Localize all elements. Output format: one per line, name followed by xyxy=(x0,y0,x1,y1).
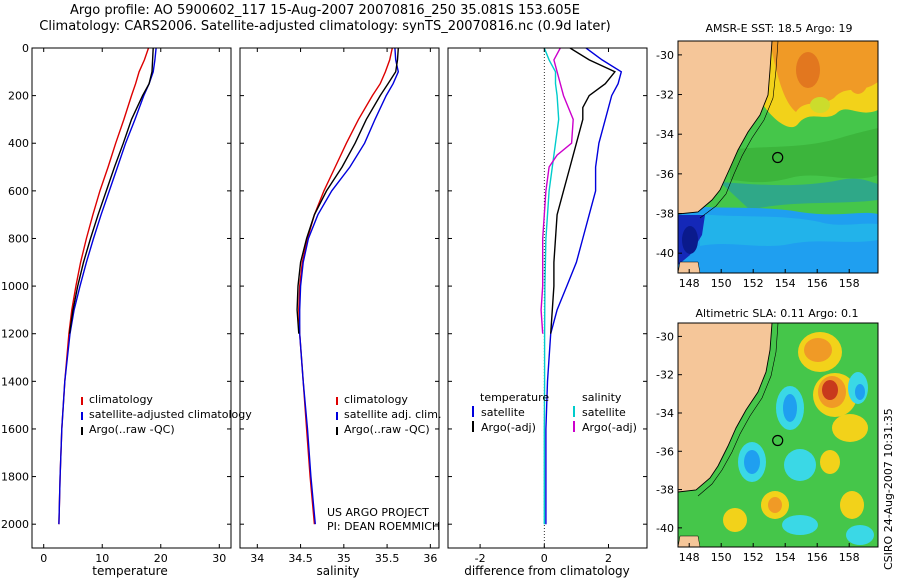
legend-argo: Argo(..raw -QC) xyxy=(344,423,430,436)
legend-sal-argo: Argo(-adj) xyxy=(582,421,637,434)
y-tick-label: 800 xyxy=(8,232,29,245)
map-lon-label: 156 xyxy=(807,551,828,564)
x-tick-label: 0 xyxy=(40,552,47,565)
temperature-axis-label: temperature xyxy=(92,564,167,578)
map-lon-label: 154 xyxy=(775,277,796,290)
csiro-timestamp: CSIRO 24-Aug-2007 10:31:35 xyxy=(882,408,895,570)
temperature-legend: climatology satellite-adjusted climatolo… xyxy=(81,393,252,436)
salinity-series-argo-raw-qc- xyxy=(296,48,399,334)
salinity-panel: 34 34.5 35 35.5 36 salinity climatology sate… xyxy=(239,47,441,578)
difference-series-salinity-argo-adj- xyxy=(540,48,574,334)
map-lat-label: -30 xyxy=(656,49,674,62)
figure-title-line-2: Climatology: CARS2006. Satellite-adjuste… xyxy=(39,19,611,34)
map-lon-label: 154 xyxy=(775,551,796,564)
difference-series-temperature-argo-adj- xyxy=(550,48,617,334)
x-tick-label: 20 xyxy=(154,552,168,565)
difference-series-temperature-satellite xyxy=(545,48,623,525)
map-lat-label: -40 xyxy=(656,247,674,260)
legend-satellite-adj: satellite adj. clim. xyxy=(344,408,441,421)
difference-axis-label: difference from climatology xyxy=(464,564,630,578)
legend-temp-satellite: satellite xyxy=(481,406,525,419)
map-lon-label: 158 xyxy=(839,277,860,290)
map-lat-label: -36 xyxy=(656,445,674,458)
y-tick-label: 200 xyxy=(8,90,29,103)
map-lon-label: 150 xyxy=(711,277,732,290)
argo-position-marker xyxy=(772,434,784,447)
y-tick-label: 1200 xyxy=(1,328,29,341)
y-tick-label: 400 xyxy=(8,137,29,150)
x-tick-label: 30 xyxy=(212,552,226,565)
x-tick-label: 35.5 xyxy=(375,552,400,565)
map-lon-label: 152 xyxy=(743,551,764,564)
x-tick-label: 34.5 xyxy=(288,552,313,565)
salinity-series-climatology xyxy=(298,48,393,525)
x-tick-label: 2 xyxy=(605,552,612,565)
sst-map-title: AMSR-E SST: 18.5 Argo: 19 xyxy=(705,22,852,35)
map-lat-label: -38 xyxy=(656,208,674,221)
y-tick-label: 1600 xyxy=(1,423,29,436)
legend-salinity-heading: salinity xyxy=(582,391,622,404)
x-tick-label: 34 xyxy=(250,552,264,565)
pi-credit: PI: DEAN ROEMMICH xyxy=(327,520,440,533)
y-tick-label: 1400 xyxy=(1,375,29,388)
map-lat-label: -40 xyxy=(656,522,674,535)
map-lat-label: -34 xyxy=(656,128,674,141)
legend-climatology: climatology xyxy=(344,393,408,406)
map-lon-label: 158 xyxy=(839,551,860,564)
difference-legend: temperature satellite Argo(-adj) salinit… xyxy=(472,391,637,434)
sst-map: AMSR-E SST: 18.5 Argo: 19 148 150 15 xyxy=(656,22,879,290)
x-tick-label: -2 xyxy=(475,552,486,565)
map-lat-label: -32 xyxy=(656,89,674,102)
x-tick-label: 35 xyxy=(337,552,351,565)
map-lon-label: 152 xyxy=(743,277,764,290)
project-credit: US ARGO PROJECT xyxy=(327,506,429,519)
x-tick-label: 36 xyxy=(423,552,437,565)
sla-map-title: Altimetric SLA: 0.11 Argo: 0.1 xyxy=(695,307,858,320)
map-lat-label: -36 xyxy=(656,168,674,181)
salinity-series-satellite-adj-clim- xyxy=(299,48,400,525)
legend-temperature-heading: temperature xyxy=(480,391,549,404)
map-lon-label: 148 xyxy=(679,277,700,290)
legend-satellite-adjusted: satellite-adjusted climatology xyxy=(89,408,252,421)
sla-map: Altimetric SLA: 0.11 Argo: 0.1 xyxy=(656,307,879,564)
map-lat-label: -32 xyxy=(656,369,674,382)
y-tick-label: 0 xyxy=(22,42,29,55)
map-lat-label: -30 xyxy=(656,330,674,343)
temperature-panel: 0 200 400 600 800 1000 1200 1400 1600 1800 2000 0 1… xyxy=(1,42,252,578)
map-lon-label: 150 xyxy=(711,551,732,564)
temperature-series-satellite-adjusted-climatology xyxy=(58,48,157,525)
y-tick-label: 1800 xyxy=(1,471,29,484)
x-tick-label: 0 xyxy=(541,552,548,565)
difference-series-salinity-satellite xyxy=(543,48,560,525)
salinity-axis-label: salinity xyxy=(316,564,359,578)
legend-sal-satellite: satellite xyxy=(582,406,626,419)
x-tick-label: 10 xyxy=(95,552,109,565)
salinity-legend: climatology satellite adj. clim. Argo(..… xyxy=(336,393,441,436)
legend-argo: Argo(..raw -QC) xyxy=(89,423,175,436)
map-lat-label: -38 xyxy=(656,484,674,497)
map-lon-label: 156 xyxy=(807,277,828,290)
y-tick-label: 2000 xyxy=(1,518,29,531)
map-lon-label: 148 xyxy=(679,551,700,564)
map-lat-label: -34 xyxy=(656,407,674,420)
legend-climatology: climatology xyxy=(89,393,153,406)
difference-panel: -2 0 2 difference from climatology tempera… xyxy=(447,47,648,578)
legend-temp-argo: Argo(-adj) xyxy=(481,421,536,434)
y-tick-label: 600 xyxy=(8,185,29,198)
temperature-series-argo-raw-qc- xyxy=(68,48,154,334)
argo-position-marker xyxy=(772,151,784,164)
y-tick-label: 1000 xyxy=(1,280,29,293)
figure-title-line-1: Argo profile: AO 5900602_117 15-Aug-2007… xyxy=(70,3,580,18)
